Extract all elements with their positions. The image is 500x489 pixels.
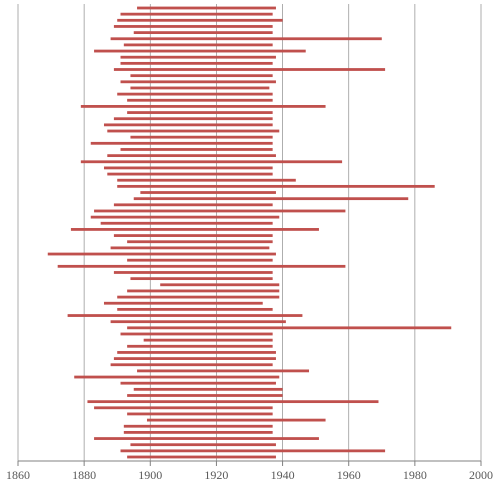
range-bar — [133, 197, 409, 201]
range-bar — [130, 74, 273, 78]
range-bar — [57, 264, 346, 268]
range-bar — [120, 381, 276, 385]
range-bar — [113, 117, 273, 121]
range-bar — [103, 166, 273, 170]
range-bar — [117, 92, 273, 96]
range-bar — [117, 18, 283, 22]
tick-label-1900: 1900 — [138, 468, 162, 482]
range-bar — [127, 412, 273, 416]
range-bar — [94, 437, 319, 440]
range-bar — [80, 160, 343, 164]
range-bar — [130, 135, 273, 139]
range-bar — [117, 307, 273, 311]
tick-label-1980: 1980 — [403, 468, 427, 482]
range-bar — [120, 148, 273, 151]
range-bar — [130, 443, 276, 447]
range-bar — [110, 246, 270, 250]
range-bar — [120, 55, 276, 59]
range-bar — [67, 314, 303, 317]
range-bar — [120, 80, 276, 84]
range-bar — [127, 326, 452, 330]
range-bar — [87, 400, 379, 404]
range-bar — [80, 105, 326, 108]
range-bar — [110, 363, 273, 367]
range-bar — [120, 332, 273, 336]
range-bar — [94, 209, 346, 213]
range-bar — [130, 277, 273, 281]
range-bar — [127, 344, 273, 348]
x-axis-ticks: 1860 1880 1900 1920 1940 1960 1980 2000 — [6, 461, 493, 482]
range-bar — [120, 449, 386, 453]
range-bar — [127, 111, 273, 114]
range-bar — [117, 184, 435, 188]
range-bar — [113, 203, 273, 207]
tick-label-1860: 1860 — [6, 468, 30, 482]
range-bar — [123, 43, 273, 47]
range-bar — [47, 252, 276, 256]
bars — [47, 6, 452, 459]
range-bar — [117, 351, 276, 354]
range-bar — [130, 86, 270, 90]
range-bar — [120, 12, 273, 16]
range-bar — [117, 178, 296, 182]
range-bar — [113, 271, 273, 274]
range-bar — [123, 424, 273, 428]
range-bar — [110, 37, 382, 41]
range-bar — [107, 172, 273, 176]
range-bar — [127, 289, 280, 293]
tick-label-2000: 2000 — [469, 468, 493, 482]
range-bar — [94, 406, 273, 410]
range-bar — [127, 455, 276, 459]
range-bar — [123, 430, 273, 434]
tick-label-1920: 1920 — [204, 468, 228, 482]
range-bar — [103, 123, 273, 127]
range-bar — [160, 283, 280, 287]
range-bar — [137, 6, 276, 10]
range-bar — [74, 375, 280, 379]
range-bar — [113, 25, 273, 28]
tick-label-1880: 1880 — [72, 468, 96, 482]
range-bar — [113, 234, 273, 237]
range-bar — [70, 228, 319, 231]
range-bar — [127, 98, 273, 102]
range-bar — [113, 357, 276, 360]
range-bar — [133, 387, 283, 391]
range-bar — [90, 215, 280, 219]
range-bar — [146, 418, 326, 422]
range-bar — [133, 31, 273, 35]
range-bar — [117, 295, 280, 299]
range-bar — [107, 154, 276, 158]
range-bar — [103, 301, 263, 305]
range-bar — [120, 61, 273, 65]
range-bar — [107, 129, 280, 133]
range-bar — [127, 258, 273, 262]
range-bar — [113, 68, 386, 71]
range-bar — [137, 369, 310, 373]
gridlines — [17, 4, 482, 461]
range-bar — [143, 338, 273, 342]
range-bar — [100, 221, 273, 225]
range-bar — [110, 320, 286, 324]
range-bar — [127, 394, 283, 397]
range-bar — [127, 240, 273, 244]
tick-label-1940: 1940 — [271, 468, 295, 482]
range-bar — [90, 141, 273, 145]
range-bar — [140, 191, 276, 194]
tick-label-1960: 1960 — [337, 468, 361, 482]
range-bar — [94, 49, 306, 53]
